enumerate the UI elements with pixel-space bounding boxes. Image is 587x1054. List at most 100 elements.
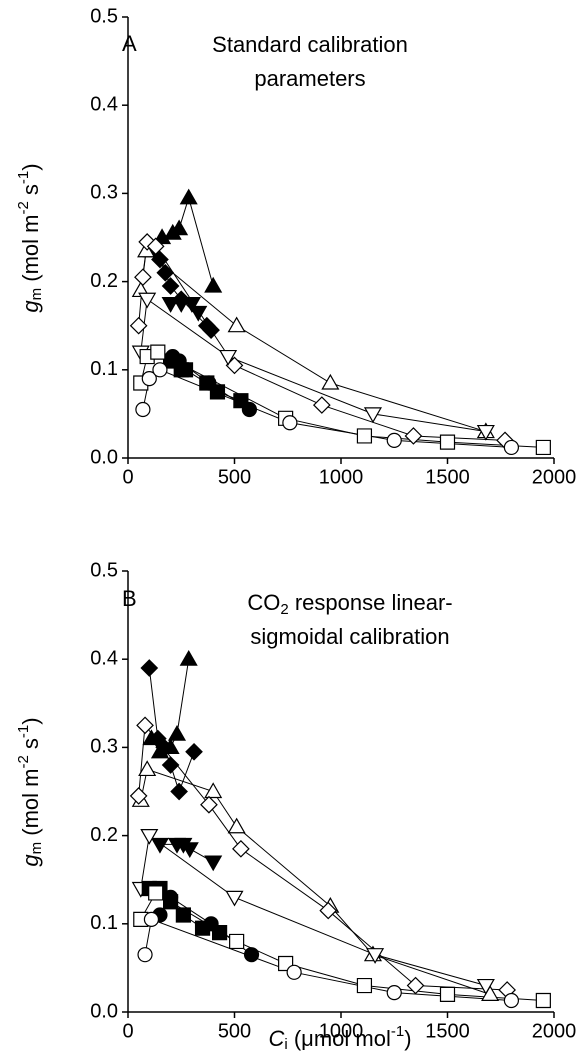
marker	[163, 889, 179, 905]
marker	[137, 241, 156, 258]
marker	[366, 948, 385, 964]
label-part: )	[18, 163, 43, 170]
marker	[476, 978, 495, 995]
series-line	[140, 768, 491, 995]
label-part: (μmol mol	[288, 1026, 391, 1051]
y-tick-label: 0.4	[90, 647, 118, 669]
marker	[137, 947, 153, 963]
marker	[152, 362, 168, 378]
x-tick-label: 1500	[425, 1020, 470, 1042]
y-tick-label: 0.5	[90, 559, 118, 581]
label-part: -1	[15, 725, 32, 738]
marker	[204, 276, 223, 293]
annotation: parameters	[254, 66, 365, 91]
marker	[503, 439, 519, 456]
marker	[229, 933, 245, 950]
annotation-part: 2	[280, 601, 288, 618]
marker	[204, 855, 223, 872]
x-tick-label: 1000	[319, 466, 364, 488]
marker	[243, 947, 260, 963]
label-part: m	[28, 842, 45, 855]
annotation-part: sigmoidal calibration	[250, 624, 449, 649]
label-part: )	[18, 717, 43, 724]
marker	[134, 268, 152, 287]
marker	[241, 401, 258, 418]
marker	[202, 321, 220, 339]
marker	[227, 817, 246, 834]
y-axis-label: gm (mol m-2 s-1)	[15, 717, 45, 866]
x-tick-label: 0	[122, 1020, 133, 1042]
marker	[182, 297, 201, 313]
panel-label: B	[122, 586, 137, 611]
marker	[227, 316, 246, 333]
marker	[356, 977, 373, 994]
panel-label: A	[122, 31, 137, 56]
marker	[201, 375, 217, 391]
marker	[140, 829, 159, 845]
marker	[189, 305, 208, 322]
label-part: i	[284, 1036, 287, 1053]
annotation: Standard calibration	[212, 32, 408, 57]
label-part: s	[18, 184, 43, 201]
marker	[133, 911, 149, 927]
marker	[138, 292, 157, 309]
x-tick-label: 500	[218, 1020, 251, 1042]
marker	[161, 756, 180, 774]
marker	[136, 716, 154, 735]
marker	[156, 263, 175, 282]
y-tick-label: 0.1	[90, 912, 118, 934]
series-line	[140, 249, 486, 433]
marker	[535, 439, 551, 456]
y-tick-label: 0.3	[90, 182, 118, 204]
marker	[225, 890, 244, 907]
marker	[170, 219, 189, 236]
marker	[200, 795, 218, 814]
y-tick-label: 0.0	[90, 1000, 118, 1022]
marker	[179, 649, 198, 666]
annotation: CO2 response linear-	[247, 590, 452, 618]
label-part: s	[18, 738, 43, 755]
x-tick-label: 2000	[532, 1020, 577, 1042]
marker	[232, 839, 250, 858]
label-part: )	[404, 1026, 411, 1051]
marker	[219, 349, 238, 366]
marker	[171, 353, 187, 369]
label-part: g	[18, 854, 43, 867]
y-tick-label: 0.2	[90, 824, 118, 846]
x-tick-label: 500	[218, 466, 251, 488]
marker	[503, 992, 519, 1009]
y-tick-label: 0.3	[90, 736, 118, 758]
marker	[141, 371, 157, 387]
annotation-line: Standard calibration	[212, 32, 408, 57]
marker	[406, 976, 425, 995]
y-tick-label: 0.1	[90, 358, 118, 380]
x-axis-label: Ci (μmol mol-1)	[268, 1023, 411, 1053]
marker	[161, 277, 180, 295]
marker	[286, 964, 302, 980]
label-part: (mol m	[18, 215, 43, 288]
marker	[312, 396, 331, 414]
marker	[138, 760, 157, 777]
marker	[179, 188, 198, 205]
marker	[203, 916, 219, 932]
label-part: C	[268, 1026, 284, 1051]
annotation: sigmoidal calibration	[250, 624, 449, 649]
annotation-part: CO	[247, 590, 280, 615]
x-tick-label: 2000	[532, 466, 577, 488]
marker	[155, 738, 174, 757]
marker	[204, 782, 223, 799]
y-axis-label: gm (mol m-2 s-1)	[15, 163, 45, 312]
marker	[129, 316, 148, 335]
marker	[282, 415, 298, 431]
y-tick-label: 0.4	[90, 93, 118, 115]
marker	[150, 344, 166, 360]
marker	[363, 407, 382, 424]
annotation-part: response linear-	[289, 590, 453, 615]
x-tick-label: 1000	[319, 1020, 364, 1042]
marker	[148, 885, 164, 901]
label-part: -2	[15, 201, 32, 214]
y-tick-label: 0.2	[90, 270, 118, 292]
marker	[167, 724, 187, 741]
marker	[150, 837, 169, 854]
